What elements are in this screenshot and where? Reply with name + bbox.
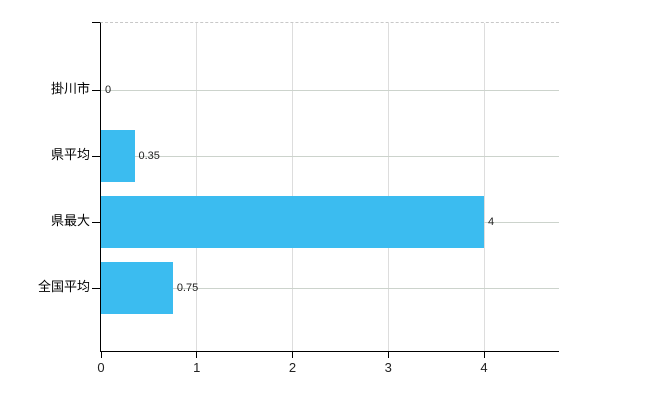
x-axis-tick xyxy=(292,352,293,358)
category-label: 県平均 xyxy=(50,147,90,162)
x-axis-tick-label: 2 xyxy=(288,360,297,375)
x-axis-tick-label: 4 xyxy=(480,360,488,375)
category-axis-labels: 掛川市県平均県最大全国平均 xyxy=(0,22,90,350)
x-axis-tick-label: 0 xyxy=(97,360,105,375)
x-axis-tick xyxy=(387,352,389,358)
x-axis-tick xyxy=(483,352,485,358)
plot-area: 0 1 2 3 4 0 0.35 4 0.75 xyxy=(92,22,559,375)
bar-value-label: 4 xyxy=(488,216,495,228)
category-gridline xyxy=(101,156,559,157)
x-axis-tick xyxy=(196,352,198,358)
category-label: 全国平均 xyxy=(37,279,90,294)
y-axis-tick xyxy=(92,156,100,157)
category-label: 掛川市 xyxy=(50,81,90,96)
y-axis-tick xyxy=(92,90,100,91)
x-axis-tick-label: 1 xyxy=(193,360,201,375)
bar-value-label: 0.35 xyxy=(138,150,160,162)
category-label: 県最大 xyxy=(50,213,90,228)
y-axis-tick xyxy=(92,222,100,223)
x-gridline xyxy=(292,23,293,351)
y-axis-tick xyxy=(92,288,100,289)
bar xyxy=(101,196,484,248)
category-gridline xyxy=(101,90,559,91)
x-axis-tick xyxy=(100,352,102,358)
x-gridline xyxy=(483,23,485,351)
bar xyxy=(101,130,135,182)
bar xyxy=(101,262,173,314)
category-gridline xyxy=(101,288,559,289)
x-gridline xyxy=(196,23,198,351)
x-axis-tick-label: 3 xyxy=(384,360,392,375)
bar-value-label: 0 xyxy=(105,84,112,96)
x-gridline xyxy=(387,23,389,351)
y-axis-end-tick xyxy=(92,22,100,23)
bar-value-label: 0.75 xyxy=(176,282,199,294)
